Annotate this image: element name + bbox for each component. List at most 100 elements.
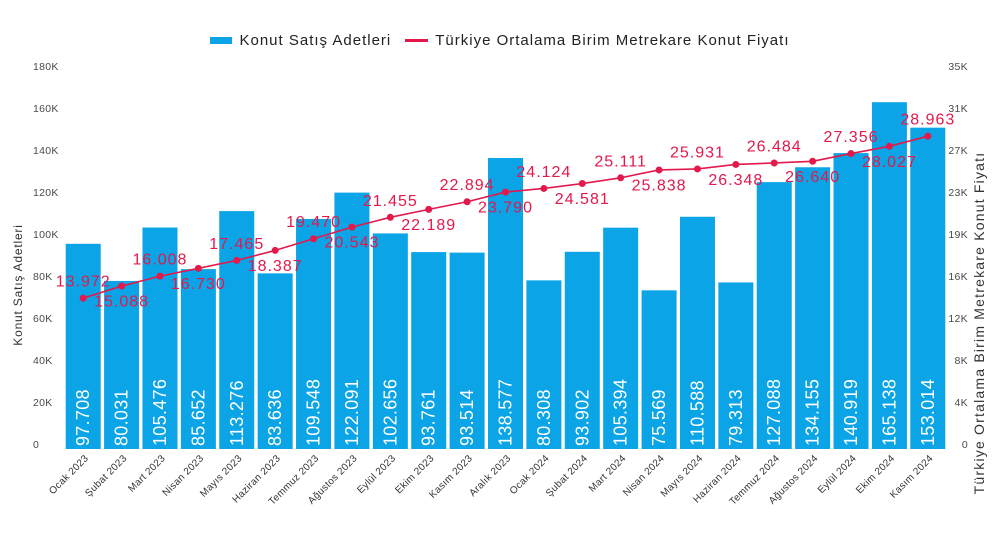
sales-bar-8 xyxy=(334,192,370,450)
sales-bar-3 xyxy=(142,227,178,449)
legend-item-sales[interactable]: Konut Satış Adetleri xyxy=(210,31,391,49)
x-tick-label-3: Mart 2023 xyxy=(126,453,168,495)
legend-line-swatch xyxy=(405,38,429,42)
sales-bar-value-label-16: 75.569 xyxy=(649,389,669,446)
x-tick-label-21: Eylül 2024 xyxy=(816,453,859,496)
left-axis-tick-label-5: 100K xyxy=(33,229,59,241)
price-point-12 xyxy=(502,188,509,196)
sales-bar-value-label-15: 105.394 xyxy=(611,379,631,446)
price-point-21 xyxy=(847,150,855,158)
sales-bar-value-label-14: 93.902 xyxy=(572,389,592,446)
left-axis-tick-label-8: 160K xyxy=(33,103,59,115)
sales-bar-18 xyxy=(718,282,754,449)
price-value-label-20: 26.640 xyxy=(785,169,840,186)
price-value-label-9: 21.455 xyxy=(363,193,418,210)
sales-bar-value-label-5: 113.276 xyxy=(227,380,247,446)
price-value-label-21: 27.356 xyxy=(824,129,879,146)
price-point-20 xyxy=(809,157,817,165)
price-point-14 xyxy=(578,180,586,188)
price-point-23 xyxy=(924,132,932,140)
right-axis-ticks: 0 4K 8K 12K 16K 19K 23K 27K 31K 35K xyxy=(948,61,968,451)
legend-label-price: Türkiye Ortalama Birim Metrekare Konut F… xyxy=(435,31,790,49)
price-value-label-15: 25.111 xyxy=(594,153,647,170)
x-tick-label-12: Aralık 2023 xyxy=(468,453,514,499)
price-points xyxy=(79,132,932,302)
sales-bar-value-label-20: 134.155 xyxy=(803,379,823,446)
sales-bar-21 xyxy=(833,153,869,449)
sales-bar-10 xyxy=(411,252,447,449)
price-point-2 xyxy=(118,282,126,290)
price-point-22 xyxy=(885,142,893,150)
left-axis-tick-label-2: 40K xyxy=(33,355,53,367)
sales-bar-23 xyxy=(910,127,946,450)
price-value-label-2: 15.088 xyxy=(94,294,149,311)
right-axis-tick-label-2: 8K xyxy=(955,355,968,367)
sales-bar-value-labels: 97.708 80.031 105.476 85.652 113.276 83.636 10… xyxy=(73,379,938,446)
price-value-label-14: 24.581 xyxy=(555,191,610,208)
right-axis-tick-label-0: 0 xyxy=(962,439,968,451)
price-value-label-10: 22.189 xyxy=(401,217,456,234)
sales-bar-value-label-3: 105.476 xyxy=(150,379,170,446)
x-tick-label-9: Eylül 2023 xyxy=(355,453,398,496)
price-point-8 xyxy=(348,223,356,231)
sales-bar-value-label-10: 93.761 xyxy=(419,389,439,446)
sales-bar-value-label-4: 85.652 xyxy=(188,389,208,446)
right-axis-tick-label-5: 19K xyxy=(948,229,968,241)
legend-label-sales: Konut Satış Adetleri xyxy=(239,31,392,49)
right-axis-tick-label-8: 31K xyxy=(948,103,968,115)
sales-bar-value-label-19: 127.088 xyxy=(764,379,784,446)
price-value-labels: 13.972 15.088 16.008 16.730 17.465 18.387 19.4… xyxy=(56,112,955,311)
left-axis-tick-label-7: 140K xyxy=(33,145,59,157)
x-tick-label-2: Şubat 2023 xyxy=(83,453,129,499)
sales-bar-value-label-8: 122.091 xyxy=(342,379,362,446)
sales-bar-12 xyxy=(488,157,523,450)
left-axis-tick-label-1: 20K xyxy=(33,397,53,409)
price-point-19 xyxy=(770,159,778,167)
price-value-label-8: 20.543 xyxy=(324,235,379,252)
sales-bar-7 xyxy=(296,218,332,449)
price-value-label-22: 28.027 xyxy=(862,154,917,171)
price-value-label-13: 24.124 xyxy=(516,164,571,181)
price-point-1 xyxy=(79,294,87,302)
sales-bar-value-label-1: 97.708 xyxy=(73,389,93,446)
price-value-label-4: 16.730 xyxy=(171,276,226,293)
right-axis-tick-label-6: 23K xyxy=(948,187,968,199)
price-value-label-3: 16.008 xyxy=(133,252,188,269)
price-point-18 xyxy=(732,160,740,168)
sales-bar-value-label-23: 153.014 xyxy=(918,379,938,446)
x-tick-label-14: Şubat 2024 xyxy=(544,453,590,499)
price-point-15 xyxy=(617,174,625,182)
sales-bar-11 xyxy=(449,252,485,449)
sales-bar-value-label-18: 79.313 xyxy=(726,389,746,446)
sales-bar-value-label-17: 110.588 xyxy=(687,380,707,446)
sales-bar-9 xyxy=(372,233,408,449)
sales-bar-value-label-12: 138.577 xyxy=(496,379,516,446)
price-point-7 xyxy=(310,235,318,243)
price-value-label-19: 26.484 xyxy=(747,138,802,155)
sales-bar-value-label-9: 102.656 xyxy=(380,379,400,446)
price-point-4 xyxy=(194,264,202,272)
right-axis-tick-label-7: 27K xyxy=(948,145,968,157)
sales-bar-19 xyxy=(756,182,792,449)
price-point-16 xyxy=(655,166,663,174)
sales-bar-2 xyxy=(104,280,140,449)
sales-bar-value-label-11: 93.514 xyxy=(457,389,477,446)
legend-item-price[interactable]: Türkiye Ortalama Birim Metrekare Konut F… xyxy=(405,31,789,49)
left-axis-tick-label-4: 80K xyxy=(33,271,53,283)
sales-bar-4 xyxy=(180,269,216,449)
price-value-label-23: 28.963 xyxy=(900,112,955,129)
sales-bar-16 xyxy=(641,290,677,449)
right-axis-tick-label-3: 12K xyxy=(948,313,968,325)
price-point-13 xyxy=(540,184,548,192)
sales-bar-1 xyxy=(65,243,101,449)
left-axis-ticks: 0 20K 40K 60K 80K 100K 120K 140K 160K 180K xyxy=(33,61,59,451)
price-point-11 xyxy=(463,198,471,206)
price-value-label-17: 25.931 xyxy=(670,144,725,161)
price-point-9 xyxy=(386,213,394,221)
right-axis-tick-label-9: 35K xyxy=(948,61,968,73)
legend-bar-swatch xyxy=(210,36,233,44)
sales-bar-14 xyxy=(564,251,600,449)
right-axis-title: Türkiye Ortalama Birim Metrekare Konut F… xyxy=(971,152,987,495)
price-value-label-7: 19.470 xyxy=(286,214,341,231)
sales-bar-20 xyxy=(795,167,831,449)
